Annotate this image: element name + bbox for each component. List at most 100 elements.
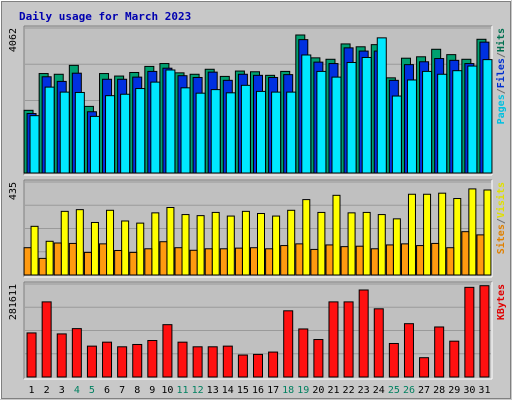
bar-visits-31 (483, 189, 492, 276)
bar-sites-7 (114, 249, 123, 276)
bar-visits-5 (90, 221, 99, 276)
legend-entry: Hits (495, 28, 507, 52)
bar-visits-9 (151, 212, 160, 276)
x-tick-label: 20 (312, 385, 324, 396)
bar-visits-23 (362, 211, 371, 276)
bar-pages-16 (256, 90, 266, 174)
panel-legend: Pages/Files/Hits (495, 28, 507, 124)
bar-pages-7 (120, 93, 131, 174)
bar-sites-12 (189, 249, 198, 276)
bar-sites-22 (340, 246, 349, 276)
bar-pages-20 (316, 70, 327, 174)
bar-visits-7 (121, 220, 130, 276)
bar-visits-17 (272, 215, 281, 276)
bar-pages-4 (74, 91, 85, 174)
y-max-label: 435 (8, 182, 19, 200)
bar-pages-14 (225, 92, 236, 174)
bar-pages-21 (331, 76, 342, 174)
bar-sites-3 (53, 242, 62, 276)
bar-kbytes-5 (86, 345, 97, 378)
bar-kbytes-23 (358, 289, 369, 378)
bar-visits-27 (423, 193, 432, 276)
panel-bot: 281611 KBytes (8, 281, 507, 380)
legend-entry: KBytes (496, 284, 507, 320)
bar-pages-15 (240, 84, 251, 174)
bar-sites-14 (219, 248, 228, 276)
x-tick-label: 9 (149, 385, 155, 396)
y-max-label: 4062 (8, 28, 19, 52)
bar-pages-9 (150, 81, 161, 174)
bar-sites-27 (416, 245, 425, 276)
bar-visits-4 (75, 209, 84, 276)
x-tick-label: 5 (89, 385, 95, 396)
bar-visits-30 (468, 188, 477, 276)
bar-sites-17 (265, 248, 274, 276)
bar-pages-12 (195, 92, 206, 174)
bar-pages-22 (346, 61, 357, 174)
bar-pages-18 (286, 91, 297, 174)
bar-visits-14 (226, 215, 235, 276)
bar-visits-13 (211, 211, 220, 276)
bar-kbytes-25 (388, 342, 399, 378)
bar-kbytes-31 (479, 285, 490, 378)
bar-visits-11 (181, 214, 190, 276)
bar-visits-1 (30, 225, 39, 276)
bar-visits-12 (196, 215, 205, 276)
bar-kbytes-17 (268, 351, 279, 378)
x-tick-label: 11 (176, 385, 188, 396)
bar-kbytes-27 (419, 357, 430, 378)
bar-sites-24 (370, 248, 379, 276)
bar-kbytes-7 (117, 346, 128, 378)
bar-kbytes-12 (192, 346, 203, 378)
bar-visits-20 (317, 211, 326, 276)
bar-visits-24 (377, 214, 386, 276)
x-tick-label: 29 (448, 385, 460, 396)
bar-sites-21 (325, 244, 334, 276)
x-tick-label: 18 (282, 385, 294, 396)
bar-pages-2 (44, 86, 55, 174)
bar-kbytes-6 (102, 341, 113, 378)
bar-sites-8 (129, 251, 138, 276)
bar-pages-27 (422, 70, 433, 174)
x-tick-label: 17 (267, 385, 279, 396)
bar-sites-25 (385, 244, 394, 276)
legend-entry: / (496, 52, 507, 58)
bar-visits-22 (347, 212, 356, 276)
x-tick-label: 1 (29, 385, 35, 396)
bar-sites-2 (38, 257, 47, 276)
bar-kbytes-21 (328, 301, 339, 378)
bar-pages-6 (105, 95, 116, 174)
bar-kbytes-10 (162, 324, 173, 378)
bar-kbytes-18 (283, 310, 294, 378)
legend-entry: Sites (495, 224, 507, 254)
chart-title: Daily usage for March 2023 (19, 10, 191, 23)
bar-kbytes-4 (71, 328, 82, 378)
bar-pages-3 (59, 91, 70, 174)
bar-kbytes-16 (253, 353, 263, 378)
bar-sites-23 (355, 245, 364, 276)
bar-visits-21 (332, 194, 341, 276)
x-tick-label: 10 (161, 385, 173, 396)
bar-kbytes-1 (26, 332, 37, 378)
x-tick-label: 22 (343, 385, 355, 396)
x-tick-label: 3 (59, 385, 65, 396)
x-tick-label: 8 (134, 385, 140, 396)
x-tick-label: 24 (373, 385, 385, 396)
y-max-label: 281611 (8, 284, 19, 320)
panel-top: 4062 Pages/Files/Hits (8, 25, 507, 176)
bar-pages-11 (180, 87, 191, 174)
panel-legend: KBytes (496, 284, 507, 320)
bar-kbytes-13 (207, 346, 218, 378)
bar-pages-5 (89, 115, 100, 174)
bar-pages-10 (165, 69, 176, 174)
bar-visits-19 (302, 199, 311, 276)
x-tick-label: 30 (463, 385, 475, 396)
bar-kbytes-22 (343, 301, 354, 378)
x-tick-label: 27 (418, 385, 430, 396)
bar-pages-23 (361, 56, 372, 174)
bar-kbytes-11 (177, 341, 188, 378)
bar-pages-8 (135, 88, 146, 174)
x-tick-label: 4 (74, 385, 80, 396)
